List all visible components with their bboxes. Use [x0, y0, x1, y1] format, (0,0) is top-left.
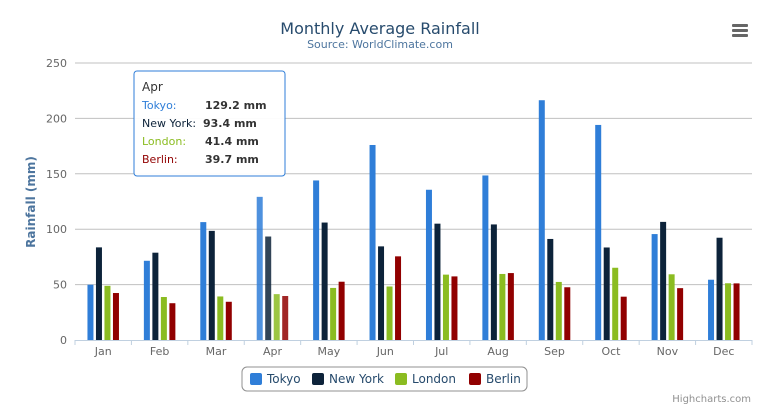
- legend-label: New York: [329, 372, 384, 386]
- x-tick-label: Feb: [150, 345, 169, 358]
- bar-berlin: [338, 281, 345, 340]
- bar-london: [499, 273, 506, 340]
- bar-berlin: [112, 293, 119, 340]
- y-tick-label: 100: [46, 223, 67, 236]
- x-tick-label: Dec: [713, 345, 734, 358]
- bar-tokyo: [651, 234, 658, 340]
- tooltip-series-label: Berlin:: [142, 153, 178, 166]
- tooltip: Apr Tokyo: 129.2 mm New York: 93.4 mm London…: [133, 70, 286, 177]
- bar-london: [330, 287, 337, 340]
- bar-berlin: [169, 303, 176, 340]
- x-tick-label: Jan: [94, 345, 112, 358]
- tooltip-series-value: 41.4 mm: [205, 135, 259, 148]
- x-tick-label: Nov: [657, 345, 679, 358]
- bar-london: [104, 285, 111, 340]
- bar-london: [612, 267, 619, 340]
- chart-subtitle: Source: WorldClimate.com: [307, 38, 453, 51]
- legend: Tokyo New York London Berlin: [241, 366, 528, 392]
- legend-symbol: [469, 373, 481, 385]
- tooltip-series-label: Tokyo:: [141, 99, 177, 112]
- bar-new-york: [490, 224, 497, 340]
- bar-new-york: [208, 230, 215, 340]
- bar-new-york: [95, 247, 102, 340]
- y-tick-label: 0: [60, 334, 67, 347]
- bar-tokyo: [313, 180, 320, 340]
- tooltip-series-label: New York:: [142, 117, 196, 130]
- legend-label: Tokyo: [266, 372, 301, 386]
- bar-berlin: [225, 301, 232, 340]
- bar-london: [273, 294, 280, 340]
- bar-new-york: [603, 247, 610, 340]
- legend-symbol: [312, 373, 324, 385]
- legend-label: London: [412, 372, 456, 386]
- legend-label: Berlin: [486, 372, 521, 386]
- tooltip-series-label: London:: [142, 135, 186, 148]
- bar-tokyo: [87, 284, 94, 340]
- legend-item-tokyo[interactable]: Tokyo: [250, 372, 301, 386]
- x-tick-label: May: [318, 345, 341, 358]
- x-tick-label: Aug: [487, 345, 508, 358]
- bar-berlin: [677, 288, 684, 340]
- bar-new-york: [547, 238, 554, 340]
- bar-new-york: [321, 222, 328, 340]
- x-tick-label: Oct: [601, 345, 621, 358]
- bar-tokyo: [256, 196, 263, 340]
- y-tick-label: 200: [46, 112, 67, 125]
- bar-london: [555, 281, 562, 340]
- menu-button[interactable]: [728, 18, 752, 40]
- y-tick-label: 250: [46, 57, 67, 70]
- bar-tokyo: [143, 260, 150, 340]
- legend-box: [241, 366, 528, 392]
- legend-symbol: [395, 373, 407, 385]
- bar-berlin: [564, 287, 571, 340]
- bar-new-york: [152, 252, 159, 340]
- y-tick-label: 150: [46, 168, 67, 181]
- x-tick-label: Jul: [434, 345, 448, 358]
- bar-london: [217, 296, 224, 340]
- x-tick-label: Apr: [263, 345, 283, 358]
- bar-london: [442, 274, 449, 340]
- tooltip-box: [133, 70, 286, 177]
- legend-item-new-york[interactable]: New York: [312, 372, 384, 386]
- bar-berlin: [507, 273, 514, 340]
- bar-berlin: [620, 296, 627, 340]
- y-tick-label: 50: [53, 279, 67, 292]
- bar-berlin: [395, 256, 402, 340]
- bar-london: [386, 286, 393, 340]
- chart-title: Monthly Average Rainfall: [280, 19, 479, 38]
- x-tick-label: Sep: [544, 345, 565, 358]
- tooltip-header: Apr: [142, 80, 163, 94]
- bar-berlin: [451, 276, 458, 340]
- bar-tokyo: [425, 189, 432, 340]
- bar-new-york: [434, 223, 441, 340]
- bar-london: [668, 274, 675, 340]
- tooltip-series-value: 93.4 mm: [203, 117, 257, 130]
- bar-new-york: [265, 236, 272, 340]
- tooltip-series-value: 39.7 mm: [205, 153, 259, 166]
- bar-new-york: [716, 237, 723, 340]
- bar-tokyo: [708, 279, 715, 340]
- legend-symbol: [250, 373, 262, 385]
- bar-london: [160, 297, 167, 340]
- bar-tokyo: [482, 175, 489, 340]
- bar-tokyo: [200, 222, 207, 340]
- bar-new-york: [660, 221, 667, 340]
- bar-tokyo: [538, 100, 545, 341]
- legend-item-london[interactable]: London: [395, 372, 456, 386]
- bar-london: [725, 283, 732, 340]
- bar-berlin: [282, 296, 289, 340]
- credits-link[interactable]: Highcharts.com: [672, 394, 751, 405]
- x-tick-label: Mar: [206, 345, 227, 358]
- tooltip-series-value: 129.2 mm: [205, 99, 267, 112]
- x-tick-label: Jun: [376, 345, 394, 358]
- bar-new-york: [378, 246, 385, 340]
- bar-tokyo: [595, 124, 602, 341]
- bar-tokyo: [369, 144, 376, 340]
- hamburger-menu-icon[interactable]: [732, 24, 748, 37]
- legend-item-berlin[interactable]: Berlin: [469, 372, 521, 386]
- y-axis-title: Rainfall (mm): [24, 156, 38, 248]
- bar-berlin: [733, 283, 740, 340]
